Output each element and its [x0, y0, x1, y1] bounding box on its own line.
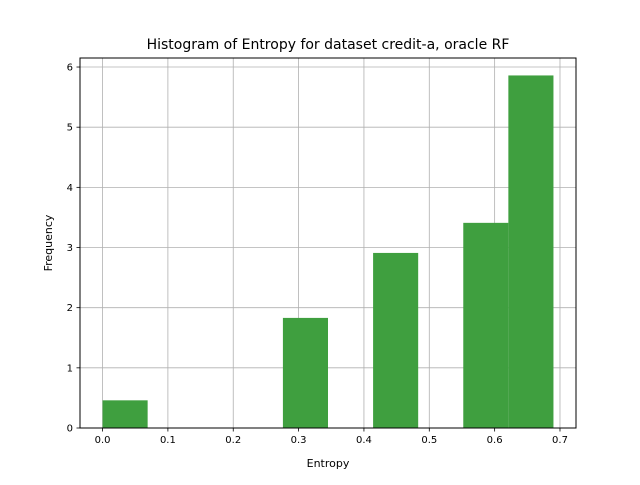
y-tick-label: 4 — [67, 183, 73, 194]
x-tick-label: 0.0 — [95, 435, 111, 446]
histogram-bar — [102, 400, 148, 428]
x-tick-label: 0.4 — [356, 435, 372, 446]
y-axis-label: Frequency — [42, 214, 55, 271]
x-tick-label: 0.1 — [160, 435, 176, 446]
chart-title: Histogram of Entropy for dataset credit-… — [147, 37, 510, 53]
y-tick-label: 5 — [67, 123, 73, 134]
x-tick-label: 0.7 — [552, 435, 568, 446]
y-tick-label: 6 — [67, 63, 73, 74]
y-axis-ticks: 0 1 2 3 4 5 6 — [67, 63, 80, 435]
histogram-bars — [102, 75, 554, 429]
y-tick-label: 1 — [67, 363, 73, 374]
histogram-bar — [508, 75, 554, 429]
x-tick-label: 0.3 — [291, 435, 307, 446]
plot-frame — [79, 57, 577, 429]
histogram-bar — [282, 317, 328, 428]
histogram-bar — [373, 252, 419, 428]
x-axis-label: Entropy — [307, 457, 350, 470]
x-axis-ticks: 0.0 0.1 0.2 0.3 0.4 0.5 0.6 0.7 — [95, 428, 568, 446]
y-tick-label: 0 — [67, 424, 73, 435]
x-tick-label: 0.6 — [487, 435, 503, 446]
y-tick-label: 2 — [67, 303, 73, 314]
y-tick-label: 3 — [67, 243, 73, 254]
x-tick-label: 0.2 — [225, 435, 241, 446]
histogram-bar — [463, 222, 509, 428]
x-tick-label: 0.5 — [421, 435, 437, 446]
